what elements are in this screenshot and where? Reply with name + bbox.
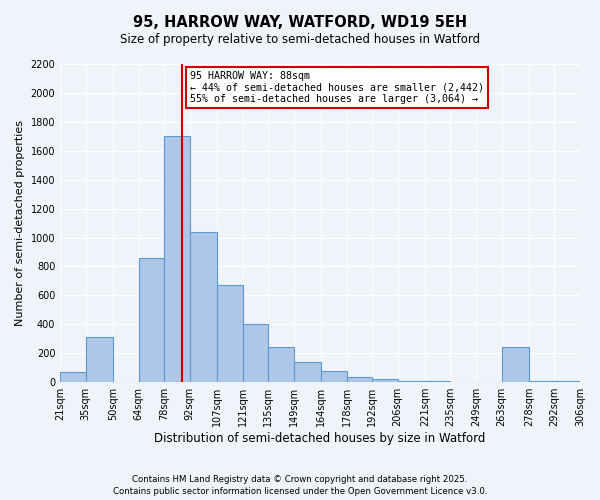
Text: Size of property relative to semi-detached houses in Watford: Size of property relative to semi-detach…: [120, 32, 480, 46]
Y-axis label: Number of semi-detached properties: Number of semi-detached properties: [15, 120, 25, 326]
X-axis label: Distribution of semi-detached houses by size in Watford: Distribution of semi-detached houses by …: [154, 432, 486, 445]
Bar: [372, 380, 398, 382]
Bar: [139, 258, 164, 382]
Bar: [60, 372, 86, 382]
Bar: [268, 347, 293, 382]
Bar: [347, 377, 372, 382]
Text: 95, HARROW WAY, WATFORD, WD19 5EH: 95, HARROW WAY, WATFORD, WD19 5EH: [133, 15, 467, 30]
Bar: [217, 286, 242, 382]
Text: 95 HARROW WAY: 88sqm
← 44% of semi-detached houses are smaller (2,442)
55% of se: 95 HARROW WAY: 88sqm ← 44% of semi-detac…: [190, 70, 484, 104]
Bar: [242, 324, 268, 382]
Bar: [190, 232, 217, 382]
Bar: [529, 381, 554, 382]
Bar: [321, 370, 347, 382]
Bar: [293, 362, 321, 382]
Bar: [502, 348, 529, 382]
Bar: [398, 381, 425, 382]
Bar: [86, 338, 113, 382]
Bar: [164, 136, 190, 382]
Text: Contains HM Land Registry data © Crown copyright and database right 2025.: Contains HM Land Registry data © Crown c…: [132, 475, 468, 484]
Text: Contains public sector information licensed under the Open Government Licence v3: Contains public sector information licen…: [113, 487, 487, 496]
